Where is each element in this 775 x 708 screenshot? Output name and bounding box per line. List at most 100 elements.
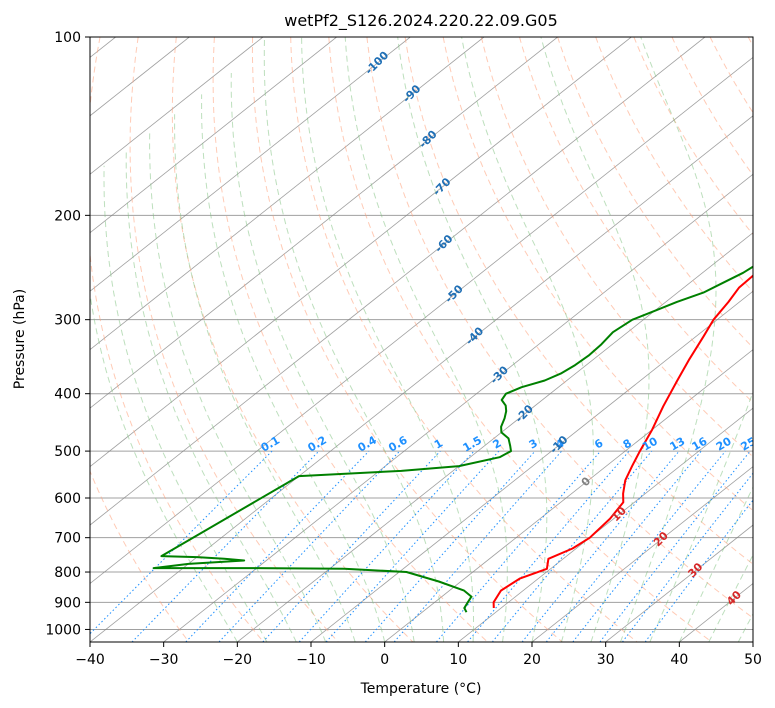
mixing-ratio-label: 6 — [592, 436, 605, 451]
isotherm — [90, 37, 411, 292]
x-tick-label: −20 — [223, 652, 253, 668]
y-tick-label: 500 — [54, 444, 81, 460]
grid-layer — [90, 37, 753, 642]
x-tick-label: −10 — [296, 652, 326, 668]
x-tick-label: 40 — [670, 652, 688, 668]
moist-adiabat — [708, 553, 753, 642]
isotherm — [237, 232, 753, 642]
dry-adiabat — [519, 37, 753, 404]
mixing-ratio-label: 30 — [759, 434, 775, 453]
mixing-ratio-label: 25 — [739, 435, 759, 454]
isotherm — [458, 407, 753, 642]
moist-adiabat — [103, 165, 268, 642]
mixing-ratio-line — [393, 450, 563, 642]
dry-adiabat — [328, 37, 713, 642]
moist-adiabat — [737, 613, 753, 642]
moist-adiabat — [461, 37, 594, 642]
moist-adiabat — [230, 72, 415, 642]
isotherm — [679, 583, 753, 642]
isotherm — [384, 349, 753, 642]
mixing-ratio-line — [545, 450, 702, 642]
isotherm — [90, 115, 753, 642]
isotherm — [163, 173, 753, 642]
x-tick-label: 20 — [523, 652, 541, 668]
mixing-ratio-line — [90, 450, 273, 635]
moist-adiabat — [149, 132, 327, 642]
dry-adiabat — [633, 37, 753, 236]
isotherm — [90, 37, 337, 234]
dry-adiabat — [366, 37, 753, 619]
dry-adiabat — [90, 469, 190, 642]
dry-adiabat-label: -90 — [400, 82, 423, 105]
dry-adiabat — [212, 37, 488, 642]
isotherm — [605, 524, 753, 642]
dry-adiabat-label: -40 — [463, 324, 486, 347]
mixing-ratio-line — [364, 450, 536, 642]
x-tick-label: 10 — [449, 652, 467, 668]
x-axis-ticks: −40 −30 −20 −10 0 10 20 30 40 50 — [75, 642, 762, 668]
isotherm — [310, 290, 753, 642]
moist-adiabat-label: 0 — [579, 474, 594, 489]
mixing-ratio-label: 2 — [491, 437, 504, 452]
y-axis-label: Pressure (hPa) — [12, 289, 28, 389]
x-tick-label: 30 — [597, 652, 615, 668]
x-tick-label: 50 — [744, 652, 762, 668]
isotherm — [752, 641, 753, 642]
mixing-ratio-line — [262, 450, 441, 642]
isotherm — [90, 37, 558, 409]
dry-adiabat — [129, 37, 339, 642]
moist-adiabat — [344, 37, 508, 642]
x-tick-label: 0 — [380, 652, 389, 668]
isotherm — [90, 37, 485, 351]
mixing-ratio-line — [491, 450, 653, 642]
dry-adiabat — [671, 37, 753, 176]
moist-adiabat — [125, 149, 297, 642]
mixing-ratio-line — [621, 472, 753, 642]
mixing-ratio-line — [298, 450, 475, 642]
mixing-ratio-line — [131, 450, 320, 642]
isotherm — [531, 466, 753, 642]
dry-adiabat — [595, 37, 753, 293]
y-tick-label: 100 — [54, 30, 81, 46]
moist-adiabat-label: 10 — [609, 504, 629, 524]
dewpoint-profile — [152, 265, 753, 613]
dry-adiabat — [747, 37, 753, 47]
y-tick-label: 200 — [54, 208, 81, 224]
y-tick-label: 900 — [54, 595, 81, 611]
moist-adiabat — [90, 291, 238, 642]
mixing-ratio-line — [572, 450, 726, 642]
mixing-ratio-line — [218, 450, 401, 642]
dry-adiabat — [404, 37, 753, 565]
dry-adiabat — [90, 37, 264, 642]
x-tick-label: −40 — [75, 652, 105, 668]
dry-adiabat-label: -20 — [513, 402, 536, 425]
mixing-ratio-line — [185, 450, 370, 642]
mixing-ratio-line — [467, 450, 630, 642]
moist-adiabat — [540, 37, 650, 642]
line-labels-layer: 0.10.20.40.611.52346810131620253036-100-… — [259, 48, 775, 608]
moist-adiabat-label: 20 — [651, 529, 671, 549]
dry-adiabat — [480, 37, 753, 458]
dry-adiabat — [251, 37, 563, 642]
mixing-ratio-label: 3 — [527, 437, 540, 452]
x-axis-label: Temperature (°C) — [360, 681, 482, 697]
dry-adiabat — [442, 37, 753, 512]
isotherm — [90, 37, 706, 526]
mixing-ratio-label: 1 — [432, 437, 445, 452]
moist-adiabat — [301, 37, 474, 642]
mixing-ratio-line — [521, 450, 680, 642]
moist-adiabat — [174, 114, 356, 642]
dry-adiabat — [290, 37, 638, 642]
mixing-ratio-line — [644, 499, 753, 642]
moist-adiabat — [263, 37, 445, 642]
moist-adiabat — [649, 390, 753, 642]
y-tick-label: 300 — [54, 313, 81, 329]
moist-adiabat — [397, 37, 548, 642]
dry-adiabat-label: -100 — [363, 48, 392, 77]
y-tick-label: 600 — [54, 491, 81, 507]
y-tick-label: 800 — [54, 565, 81, 581]
dry-adiabat-label: -30 — [488, 363, 511, 386]
chart-title: wetPf2_S126.2024.220.22.09.G05 — [284, 11, 558, 31]
dry-adiabat-label: -60 — [432, 232, 455, 255]
